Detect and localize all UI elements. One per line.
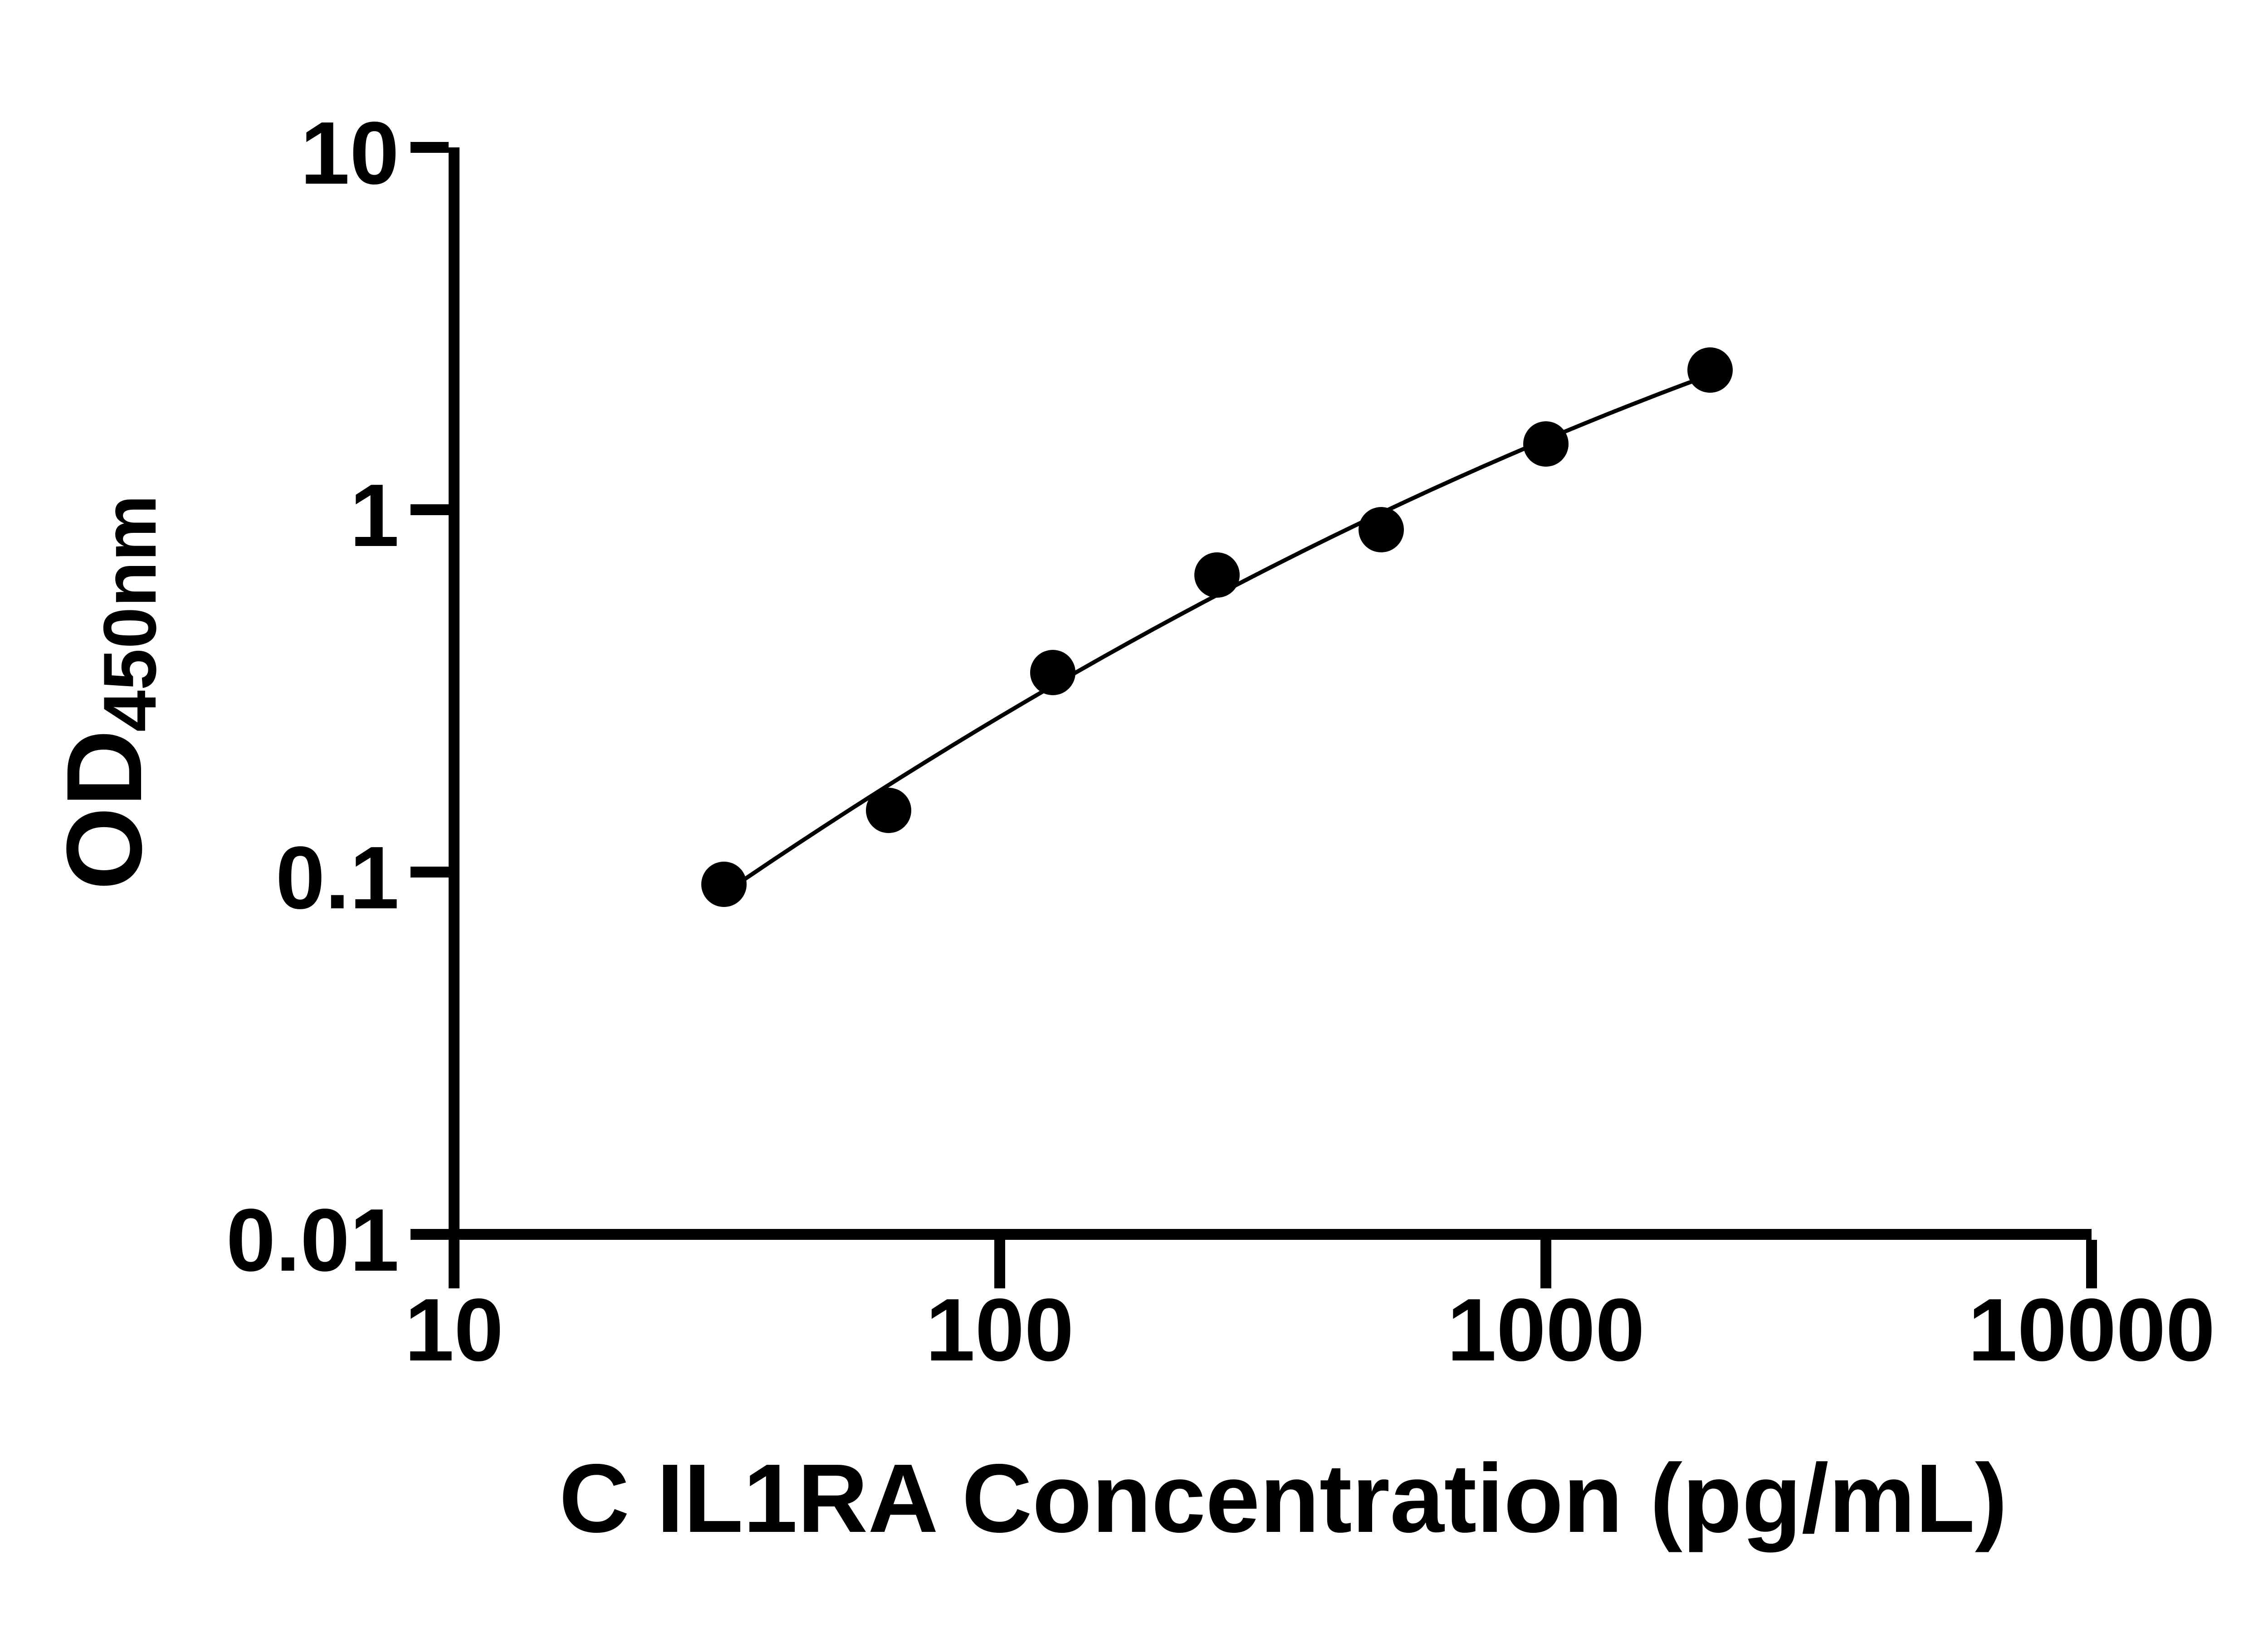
svg-text:1000: 1000: [1447, 1280, 1645, 1380]
svg-text:C IL1RA Concentration (pg/mL): C IL1RA Concentration (pg/mL): [559, 1443, 2008, 1553]
svg-text:0.01: 0.01: [226, 1190, 399, 1290]
svg-text:10: 10: [300, 103, 399, 203]
svg-text:10: 10: [405, 1280, 503, 1380]
svg-text:1: 1: [350, 466, 399, 565]
svg-text:0.1: 0.1: [276, 828, 399, 927]
svg-text:100: 100: [925, 1280, 1074, 1380]
svg-text:10000: 10000: [1968, 1280, 2215, 1380]
